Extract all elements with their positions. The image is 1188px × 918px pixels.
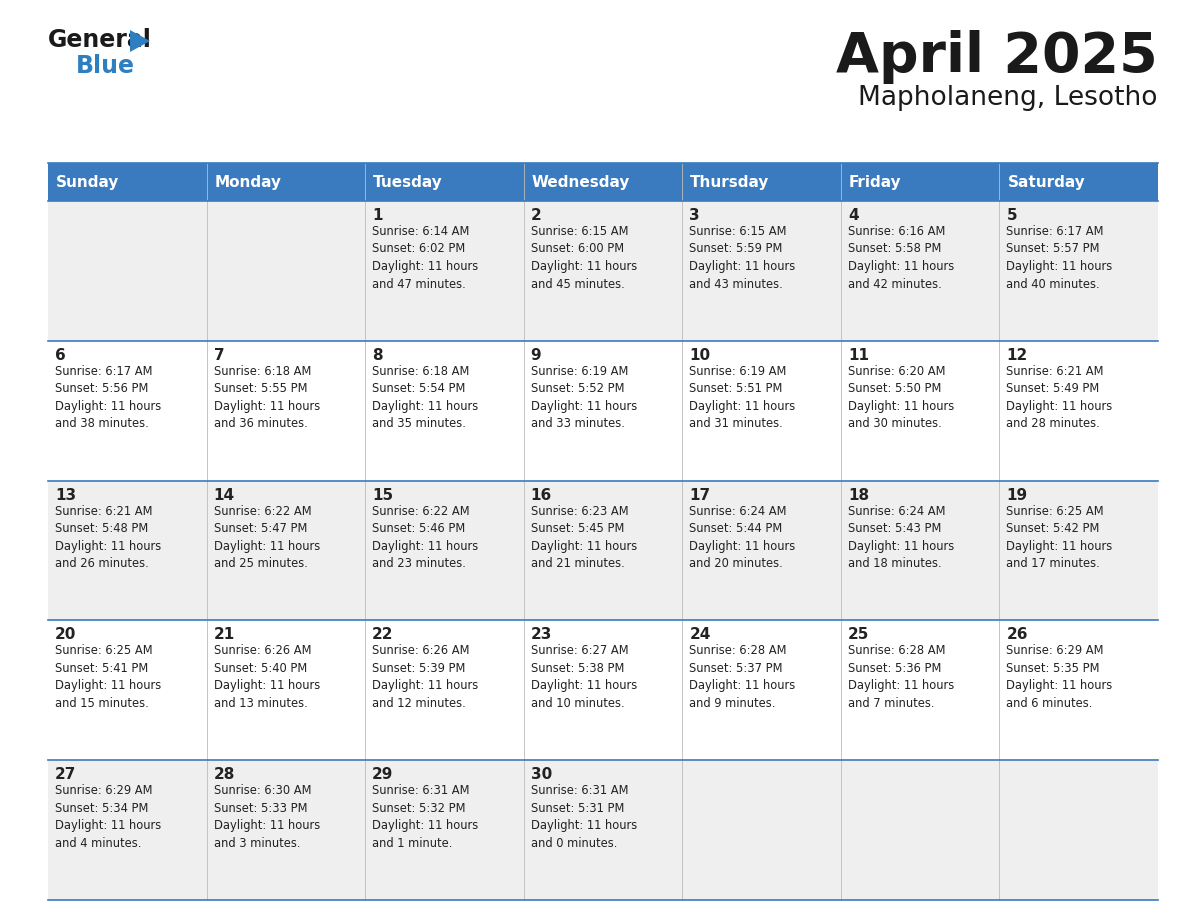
Text: 12: 12 (1006, 348, 1028, 363)
Text: Sunrise: 6:23 AM
Sunset: 5:45 PM
Daylight: 11 hours
and 21 minutes.: Sunrise: 6:23 AM Sunset: 5:45 PM Dayligh… (531, 505, 637, 570)
Bar (48, 341, 1158, 481)
Text: Sunrise: 6:14 AM
Sunset: 6:02 PM
Daylight: 11 hours
and 47 minutes.: Sunrise: 6:14 AM Sunset: 6:02 PM Dayligh… (372, 225, 479, 290)
Text: Sunrise: 6:30 AM
Sunset: 5:33 PM
Daylight: 11 hours
and 3 minutes.: Sunrise: 6:30 AM Sunset: 5:33 PM Dayligh… (214, 784, 320, 850)
Text: General: General (48, 28, 152, 52)
Text: Friday: Friday (849, 174, 902, 189)
Text: 28: 28 (214, 767, 235, 782)
Text: 10: 10 (689, 348, 710, 363)
Text: 23: 23 (531, 627, 552, 643)
Polygon shape (129, 30, 150, 52)
Text: Sunrise: 6:15 AM
Sunset: 5:59 PM
Daylight: 11 hours
and 43 minutes.: Sunrise: 6:15 AM Sunset: 5:59 PM Dayligh… (689, 225, 796, 290)
Text: Sunrise: 6:15 AM
Sunset: 6:00 PM
Daylight: 11 hours
and 45 minutes.: Sunrise: 6:15 AM Sunset: 6:00 PM Dayligh… (531, 225, 637, 290)
Text: Sunrise: 6:17 AM
Sunset: 5:56 PM
Daylight: 11 hours
and 38 minutes.: Sunrise: 6:17 AM Sunset: 5:56 PM Dayligh… (55, 364, 162, 431)
Text: 17: 17 (689, 487, 710, 502)
Text: Thursday: Thursday (690, 174, 770, 189)
Text: Sunrise: 6:29 AM
Sunset: 5:35 PM
Daylight: 11 hours
and 6 minutes.: Sunrise: 6:29 AM Sunset: 5:35 PM Dayligh… (1006, 644, 1113, 710)
Text: Monday: Monday (215, 174, 282, 189)
Text: Blue: Blue (76, 54, 135, 78)
Text: 15: 15 (372, 487, 393, 502)
Text: Sunrise: 6:16 AM
Sunset: 5:58 PM
Daylight: 11 hours
and 42 minutes.: Sunrise: 6:16 AM Sunset: 5:58 PM Dayligh… (848, 225, 954, 290)
Text: Sunrise: 6:28 AM
Sunset: 5:36 PM
Daylight: 11 hours
and 7 minutes.: Sunrise: 6:28 AM Sunset: 5:36 PM Dayligh… (848, 644, 954, 710)
Text: April 2025: April 2025 (836, 30, 1158, 84)
Bar (48, 481, 1158, 621)
Text: Sunrise: 6:19 AM
Sunset: 5:52 PM
Daylight: 11 hours
and 33 minutes.: Sunrise: 6:19 AM Sunset: 5:52 PM Dayligh… (531, 364, 637, 431)
Text: 11: 11 (848, 348, 868, 363)
Text: Sunrise: 6:18 AM
Sunset: 5:54 PM
Daylight: 11 hours
and 35 minutes.: Sunrise: 6:18 AM Sunset: 5:54 PM Dayligh… (372, 364, 479, 431)
Text: Sunrise: 6:19 AM
Sunset: 5:51 PM
Daylight: 11 hours
and 31 minutes.: Sunrise: 6:19 AM Sunset: 5:51 PM Dayligh… (689, 364, 796, 431)
Text: Sunrise: 6:31 AM
Sunset: 5:32 PM
Daylight: 11 hours
and 1 minute.: Sunrise: 6:31 AM Sunset: 5:32 PM Dayligh… (372, 784, 479, 850)
Bar (48, 760, 1158, 900)
Text: Sunrise: 6:22 AM
Sunset: 5:46 PM
Daylight: 11 hours
and 23 minutes.: Sunrise: 6:22 AM Sunset: 5:46 PM Dayligh… (372, 505, 479, 570)
Text: 1: 1 (372, 208, 383, 223)
Text: Sunrise: 6:28 AM
Sunset: 5:37 PM
Daylight: 11 hours
and 9 minutes.: Sunrise: 6:28 AM Sunset: 5:37 PM Dayligh… (689, 644, 796, 710)
Text: 5: 5 (1006, 208, 1017, 223)
Text: Sunrise: 6:27 AM
Sunset: 5:38 PM
Daylight: 11 hours
and 10 minutes.: Sunrise: 6:27 AM Sunset: 5:38 PM Dayligh… (531, 644, 637, 710)
Text: 3: 3 (689, 208, 700, 223)
Text: 2: 2 (531, 208, 542, 223)
Text: Sunrise: 6:24 AM
Sunset: 5:44 PM
Daylight: 11 hours
and 20 minutes.: Sunrise: 6:24 AM Sunset: 5:44 PM Dayligh… (689, 505, 796, 570)
Bar (48, 163, 1158, 201)
Text: Sunrise: 6:25 AM
Sunset: 5:42 PM
Daylight: 11 hours
and 17 minutes.: Sunrise: 6:25 AM Sunset: 5:42 PM Dayligh… (1006, 505, 1113, 570)
Bar (48, 201, 1158, 341)
Text: Sunrise: 6:20 AM
Sunset: 5:50 PM
Daylight: 11 hours
and 30 minutes.: Sunrise: 6:20 AM Sunset: 5:50 PM Dayligh… (848, 364, 954, 431)
Text: 4: 4 (848, 208, 859, 223)
Text: Sunrise: 6:26 AM
Sunset: 5:39 PM
Daylight: 11 hours
and 12 minutes.: Sunrise: 6:26 AM Sunset: 5:39 PM Dayligh… (372, 644, 479, 710)
Text: 21: 21 (214, 627, 235, 643)
Text: Sunrise: 6:21 AM
Sunset: 5:49 PM
Daylight: 11 hours
and 28 minutes.: Sunrise: 6:21 AM Sunset: 5:49 PM Dayligh… (1006, 364, 1113, 431)
Text: 14: 14 (214, 487, 235, 502)
Text: Sunrise: 6:22 AM
Sunset: 5:47 PM
Daylight: 11 hours
and 25 minutes.: Sunrise: 6:22 AM Sunset: 5:47 PM Dayligh… (214, 505, 320, 570)
Text: Sunrise: 6:29 AM
Sunset: 5:34 PM
Daylight: 11 hours
and 4 minutes.: Sunrise: 6:29 AM Sunset: 5:34 PM Dayligh… (55, 784, 162, 850)
Text: 22: 22 (372, 627, 393, 643)
Text: 24: 24 (689, 627, 710, 643)
Text: Sunday: Sunday (56, 174, 119, 189)
Text: 30: 30 (531, 767, 552, 782)
Text: 18: 18 (848, 487, 868, 502)
Text: 25: 25 (848, 627, 870, 643)
Text: 19: 19 (1006, 487, 1028, 502)
Text: Sunrise: 6:17 AM
Sunset: 5:57 PM
Daylight: 11 hours
and 40 minutes.: Sunrise: 6:17 AM Sunset: 5:57 PM Dayligh… (1006, 225, 1113, 290)
Text: 8: 8 (372, 348, 383, 363)
Text: 20: 20 (55, 627, 76, 643)
Text: 16: 16 (531, 487, 552, 502)
Text: Mapholaneng, Lesotho: Mapholaneng, Lesotho (859, 85, 1158, 111)
Text: Wednesday: Wednesday (532, 174, 630, 189)
Text: Sunrise: 6:26 AM
Sunset: 5:40 PM
Daylight: 11 hours
and 13 minutes.: Sunrise: 6:26 AM Sunset: 5:40 PM Dayligh… (214, 644, 320, 710)
Text: 13: 13 (55, 487, 76, 502)
Text: Sunrise: 6:25 AM
Sunset: 5:41 PM
Daylight: 11 hours
and 15 minutes.: Sunrise: 6:25 AM Sunset: 5:41 PM Dayligh… (55, 644, 162, 710)
Text: 9: 9 (531, 348, 542, 363)
Text: 26: 26 (1006, 627, 1028, 643)
Text: 27: 27 (55, 767, 76, 782)
Bar (48, 621, 1158, 760)
Text: 7: 7 (214, 348, 225, 363)
Text: Sunrise: 6:21 AM
Sunset: 5:48 PM
Daylight: 11 hours
and 26 minutes.: Sunrise: 6:21 AM Sunset: 5:48 PM Dayligh… (55, 505, 162, 570)
Text: Sunrise: 6:31 AM
Sunset: 5:31 PM
Daylight: 11 hours
and 0 minutes.: Sunrise: 6:31 AM Sunset: 5:31 PM Dayligh… (531, 784, 637, 850)
Text: Sunrise: 6:24 AM
Sunset: 5:43 PM
Daylight: 11 hours
and 18 minutes.: Sunrise: 6:24 AM Sunset: 5:43 PM Dayligh… (848, 505, 954, 570)
Text: Tuesday: Tuesday (373, 174, 443, 189)
Text: 29: 29 (372, 767, 393, 782)
Text: Saturday: Saturday (1007, 174, 1085, 189)
Text: Sunrise: 6:18 AM
Sunset: 5:55 PM
Daylight: 11 hours
and 36 minutes.: Sunrise: 6:18 AM Sunset: 5:55 PM Dayligh… (214, 364, 320, 431)
Text: 6: 6 (55, 348, 65, 363)
